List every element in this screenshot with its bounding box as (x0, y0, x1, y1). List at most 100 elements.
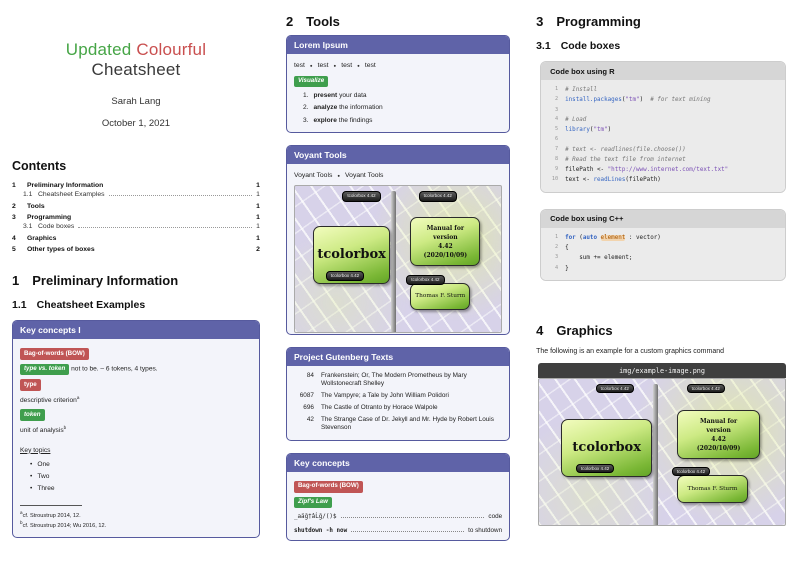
toc-entry-graphics[interactable]: 4 Graphics 1 (12, 235, 260, 242)
lorem-ipsum-body: test test test test Visualize 1. present yo… (287, 54, 509, 132)
type-definition-text: descriptive criterion (20, 397, 77, 405)
section-title: Programming (556, 14, 641, 29)
code-box-cpp: Code box using C++ 1 for (auto element : … (540, 208, 786, 282)
shutdown-line: shutdown -h now to shutdown (294, 527, 502, 536)
step-number: 1. (302, 92, 309, 100)
dot-separator-icon (334, 61, 337, 71)
lorem-ipsum-box: Lorem Ipsum test test test test Visualize 1… (285, 35, 511, 133)
test-item-list: test test test test (294, 61, 502, 71)
version-pill: tcolorbox 4.42 (342, 191, 381, 202)
voyant-tools-title: Voyant Tools (286, 145, 510, 164)
type-vs-token-row: type vs. token not to be. – 6 tokens, 4 … (20, 363, 252, 376)
manual-line: version (433, 233, 458, 241)
mast-graphic (390, 190, 396, 333)
gutenberg-row: 84 Frankenstein; Or, The Modern Promethe… (294, 372, 502, 389)
footnote-mark-b: b (63, 425, 67, 431)
footnote-b-text: cf. Stroustrup 2014; Wu 2016, 12. (22, 522, 107, 529)
version-pill: tcolorbox 4.42 (686, 384, 725, 394)
dot-separator-icon (337, 171, 340, 181)
tcolorbox-manual-box: Manual for version 4.42 (2020/10/09) (676, 409, 761, 460)
doc-author: Sarah Lang (111, 96, 161, 107)
toc-entry-programming[interactable]: 3 Programming 1 (12, 214, 260, 221)
toc-label: Programming (27, 214, 72, 221)
tcolorbox-preview-image: tcolorbox Manual for version 4.42 (2020/… (293, 185, 503, 334)
toc-num: 1 (12, 182, 16, 189)
voyant-links: Voyant Tools Voyant Tools (294, 171, 502, 181)
version-pill: tcolorbox 4.42 (325, 270, 365, 282)
toc-label: Tools (27, 202, 45, 210)
footnote-a-text: cf. Stroustrup 2014, 12. (22, 512, 81, 519)
gutenberg-title: Project Gutenberg Texts (286, 347, 510, 366)
key-topics-label: Key topics (20, 446, 51, 454)
subsection-number: 3.1 (536, 40, 551, 52)
test-item: test (341, 62, 353, 69)
shutdown-command: shutdown -h now (293, 528, 348, 535)
section-2-heading: 2 Tools (286, 14, 510, 29)
tcolorbox-manual-box: Manual for version 4.42 (2020/10/09) (410, 216, 481, 267)
doc-title-block: Updated Colourful Cheatsheet Sarah Lang … (12, 40, 260, 129)
topic-text: Three (37, 484, 55, 492)
code-chars-line: _aäğ†âĹğ/()$ code (294, 513, 502, 522)
toc-entry-cheatsheet-examples[interactable]: 1.1 Cheatsheet Examples 1 (12, 191, 260, 198)
type-badge-row: type (20, 379, 252, 392)
doc-title-line2: Cheatsheet (91, 60, 181, 79)
code-box-cpp-code: 1 for (auto element : vector) 2{3 sum += e… (541, 227, 785, 281)
toc-page: 1 (256, 234, 260, 242)
example-image-block: img/example-image.png tcolorbox Manual f… (538, 363, 786, 527)
zipf-law-badge: Zipf's Law (293, 496, 332, 509)
lorem-ipsum-title: Lorem Ipsum (286, 36, 510, 54)
gutenberg-text: Frankenstein; Or, The Modern Prometheus … (320, 371, 467, 388)
visualize-badge: Visualize (293, 75, 329, 88)
example-image: tcolorbox Manual for version 4.42 (2020/… (538, 378, 786, 527)
manual-line: 4.42 (711, 435, 726, 443)
bow-badge-row: Bag-of-words (BOW) (293, 480, 502, 493)
section-title: Graphics (556, 323, 613, 339)
token-definition: unit of analysisb (20, 425, 252, 435)
version-pill: tcolorbox 4.42 (406, 274, 445, 285)
section-1-1-heading: 1.1 Cheatsheet Examples (12, 299, 260, 311)
code-box-cpp-title: Code box using C++ (541, 209, 785, 228)
toc-num: 5 (12, 246, 16, 253)
token-badge-row: token (20, 409, 252, 422)
title-word-colourful: Colourful (136, 40, 207, 59)
voyant-link[interactable]: Voyant Tools (293, 171, 333, 179)
key-concepts-1-body: Bag-of-words (BOW) type vs. token not to… (13, 339, 259, 537)
footnote-a-mark: a (20, 509, 23, 515)
section-number: 2 (285, 14, 294, 29)
step-keyword: explore (313, 116, 337, 124)
toc-num: 2 (12, 202, 16, 210)
toc-entry-code-boxes[interactable]: 3.1 Code boxes 1 (12, 223, 260, 230)
step-item: 2. analyze the information (294, 103, 502, 112)
gutenberg-id: 6087 (299, 392, 314, 400)
manual-line: version (706, 426, 731, 434)
code-label: code (488, 513, 503, 521)
toc-entry-tools[interactable]: 2 Tools 1 (12, 203, 260, 210)
footnote-b-mark: b (20, 520, 23, 526)
toc-entry-other-boxes[interactable]: 5 Other types of boxes 2 (12, 246, 260, 253)
token-badge: token (20, 409, 45, 422)
version-pill: tcolorbox 4.42 (595, 384, 634, 394)
toc-page: 1 (256, 191, 260, 198)
bow-badge: Bag-of-words (BOW) (20, 348, 89, 360)
voyant-tools-body: Voyant Tools Voyant Tools tcolorbox Manua… (287, 164, 509, 334)
subsection-title: Code boxes (560, 40, 621, 52)
step-text: analyze the information (313, 103, 382, 112)
step-item: 1. present your data (294, 91, 502, 100)
gutenberg-body: 84 Frankenstein; Or, The Modern Promethe… (287, 366, 509, 440)
shutdown-label: to shutdown (468, 527, 503, 535)
visualize-badge-row: Visualize (293, 75, 502, 88)
gutenberg-text: The Strange Case of Dr. Jekyll and Mr. H… (320, 415, 494, 432)
doc-date: October 1, 2021 (101, 118, 171, 129)
toc-entry-preliminary-information[interactable]: 1 Preliminary Information 1 (12, 182, 260, 189)
toc-page: 1 (256, 214, 260, 221)
type-vs-token-badge: type vs. token (20, 363, 70, 376)
version-pill: tcolorbox 4.42 (575, 463, 615, 473)
toc-label: Graphics (27, 234, 57, 242)
section-3-1-heading: 3.1 Code boxes (536, 40, 786, 52)
topic-item: One (20, 460, 252, 469)
voyant-link[interactable]: Voyant Tools (345, 171, 384, 179)
image-path-label: img/example-image.png (538, 363, 786, 379)
test-item: test (317, 62, 329, 69)
manual-line: (2020/10/09) (423, 251, 468, 259)
badge-row: Bag-of-words (BOW) (20, 348, 252, 360)
